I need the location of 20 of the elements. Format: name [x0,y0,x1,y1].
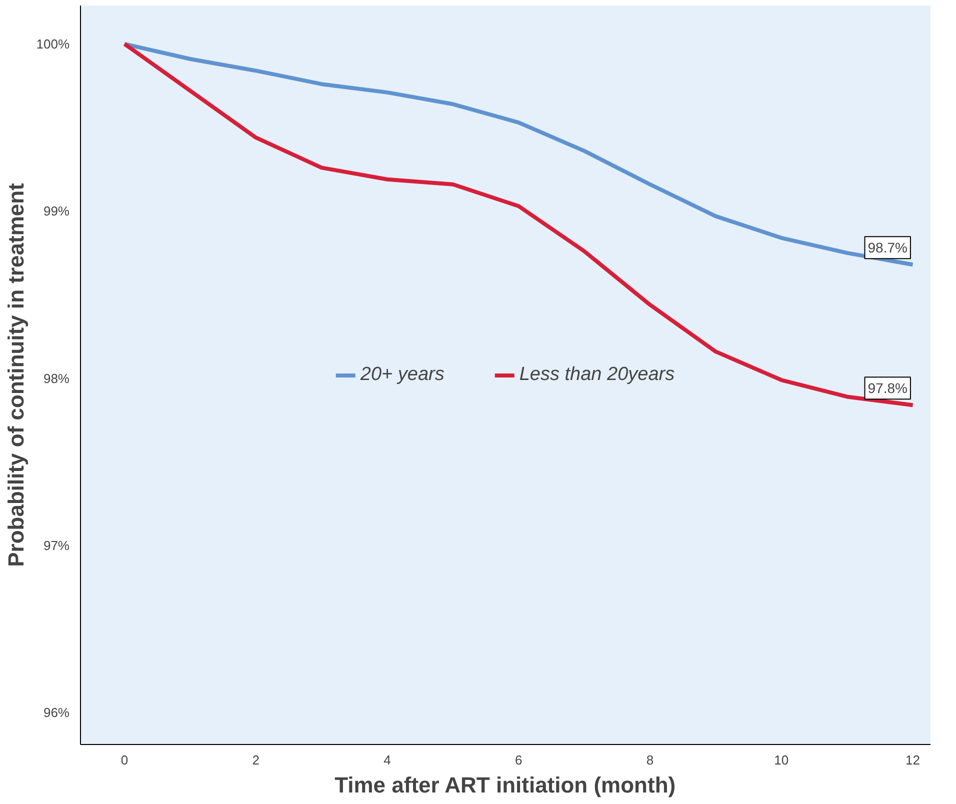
legend-label: Less than 20years [519,364,675,386]
y-tick-label: 96% [43,705,70,720]
x-tick-label: 8 [646,752,654,768]
line-series [122,42,915,267]
x-tick-label: 0 [120,752,128,768]
line-series [122,42,915,408]
annotation: 98.7% [868,240,908,256]
x-tick-label: 10 [774,752,789,768]
x-tick-label: 12 [906,752,920,768]
annotation: 97.8% [868,380,908,396]
y-tick-label: 100% [36,36,70,52]
x-axis-title: Time after ART initiation (month) [334,772,676,798]
y-tick-label: 97% [43,538,70,554]
y-axis-title: Probability of continuity in treatment [3,182,28,567]
y-tick-label: 98% [43,370,70,386]
x-tick-label: 4 [384,752,391,768]
x-tick-label: 2 [252,752,260,768]
legend-label: 20+ years [360,364,444,386]
y-tick-label: 99% [43,204,70,219]
x-tick-label: 6 [515,752,522,768]
